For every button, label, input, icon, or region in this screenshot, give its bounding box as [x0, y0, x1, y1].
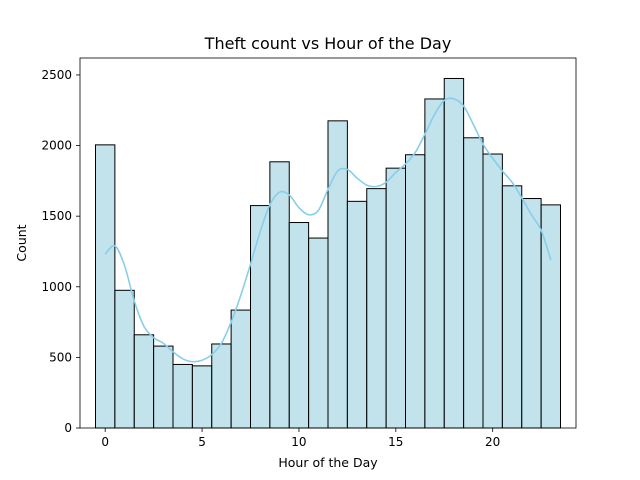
histogram-bar [114, 289, 135, 429]
histogram-bar [191, 365, 213, 429]
y-tick-label: 1000 [41, 280, 72, 294]
y-ticks-group: 0 500 1000 1500 2000 2500 [41, 68, 80, 435]
histogram-bar [521, 198, 542, 429]
y-tick-label: 2000 [41, 139, 72, 153]
histogram-bar [153, 345, 174, 429]
histogram-bar [250, 205, 271, 429]
histogram-bar [366, 188, 387, 429]
histogram-bar [501, 185, 523, 429]
histogram-bar [211, 343, 232, 429]
histogram-bar [133, 334, 155, 429]
histogram-bar [230, 309, 251, 429]
y-tick-label: 500 [49, 350, 72, 364]
x-tick-label: 0 [101, 435, 109, 449]
x-tick-label: 20 [485, 435, 500, 449]
histogram-bar [463, 137, 484, 429]
x-axis-label: Hour of the Day [278, 455, 378, 470]
axes-frame [79, 57, 577, 429]
y-axis-label: Count [14, 224, 29, 261]
histogram-bar [95, 144, 116, 429]
histogram-bar [269, 161, 290, 429]
x-ticks-group: 0 5 10 15 20 [101, 428, 500, 449]
histogram-bar [288, 222, 310, 429]
histogram-bar [385, 167, 406, 429]
y-tick-label: 1500 [41, 209, 72, 223]
kde-line [104, 97, 552, 363]
y-tick-label: 2500 [41, 68, 72, 82]
histogram-bar [405, 154, 426, 429]
histogram-bar [443, 77, 465, 429]
histogram-bar [424, 98, 445, 429]
histogram-bar [308, 237, 329, 429]
histogram-bar [172, 363, 193, 429]
histogram-bar [482, 153, 503, 429]
y-tick-label: 0 [64, 421, 72, 435]
chart-title: Theft count vs Hour of the Day [204, 34, 452, 53]
histogram-bar [327, 120, 348, 429]
x-tick-label: 15 [388, 435, 403, 449]
kde-group [104, 97, 552, 363]
x-tick-label: 10 [291, 435, 306, 449]
histogram-bar [346, 200, 368, 429]
bars-group [95, 77, 561, 429]
x-tick-label: 5 [198, 435, 206, 449]
